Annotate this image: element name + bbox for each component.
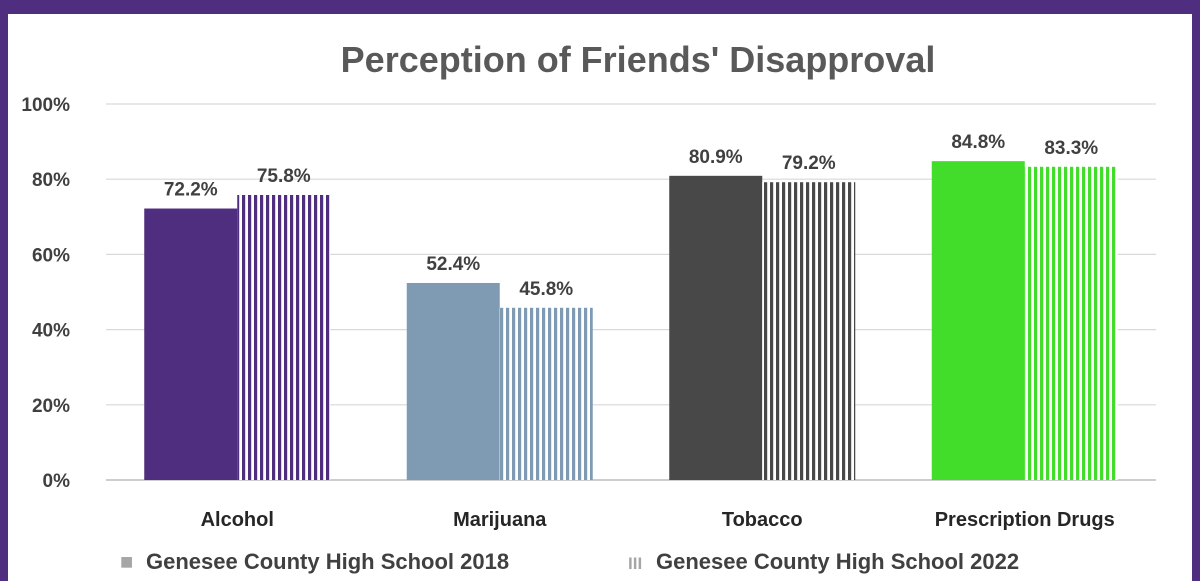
category-label: Tobacco: [722, 509, 803, 531]
legend-label-2018: Genesee County High School 2018: [146, 549, 509, 574]
legend: ■ Genesee County High School 2018 III Ge…: [120, 549, 1019, 574]
data-label: 84.8%: [951, 132, 1005, 153]
bar-2018-tobacco: [669, 175, 763, 481]
chart-title: Perception of Friends' Disapproval: [341, 39, 936, 80]
chart-frame: Perception of Friends' Disapproval 0% 20%…: [8, 14, 1192, 581]
data-label: 45.8%: [519, 279, 573, 300]
data-labels: 72.2% 75.8% 52.4% 45.8% 80.9% 79.2% 84.8% 83.3%: [164, 132, 1098, 300]
data-label: 72.2%: [164, 180, 218, 201]
bar-2022-prescription-drugs: [1024, 166, 1118, 481]
y-tick-label: 100%: [21, 95, 70, 116]
data-label: 52.4%: [426, 254, 480, 275]
bar-2022-tobacco: [762, 182, 856, 480]
bar-2022-alcohol: [237, 194, 331, 480]
y-tick-label: 20%: [32, 396, 70, 417]
legend-label-2022: Genesee County High School 2022: [656, 549, 1019, 574]
legend-item-2022: III Genesee County High School 2022: [628, 549, 1019, 574]
data-label: 75.8%: [257, 166, 311, 187]
bars: [144, 161, 1118, 481]
y-axis-ticks: 0% 20% 40% 60% 80% 100%: [21, 95, 70, 492]
data-label: 79.2%: [782, 153, 836, 174]
data-label: 80.9%: [689, 147, 743, 168]
data-label: 83.3%: [1044, 138, 1098, 159]
y-tick-label: 80%: [32, 170, 70, 191]
category-labels: Alcohol Marijuana Tobacco Prescription Drug…: [201, 509, 1115, 531]
bar-2022-marijuana: [499, 307, 593, 480]
y-tick-label: 60%: [32, 245, 70, 266]
category-label: Alcohol: [201, 509, 274, 531]
bar-2018-marijuana: [406, 282, 500, 480]
category-label: Prescription Drugs: [935, 509, 1115, 531]
category-label: Marijuana: [453, 509, 547, 531]
bar-2018-prescription-drugs: [931, 161, 1025, 481]
legend-symbol-striped: III: [628, 554, 642, 573]
y-tick-label: 40%: [32, 321, 70, 342]
bar-chart: Perception of Friends' Disapproval 0% 20%…: [21, 39, 1156, 574]
legend-symbol-solid: ■: [120, 549, 133, 574]
y-tick-label: 0%: [43, 471, 71, 492]
legend-item-2018: ■ Genesee County High School 2018: [120, 549, 509, 574]
bar-2018-alcohol: [144, 208, 238, 480]
